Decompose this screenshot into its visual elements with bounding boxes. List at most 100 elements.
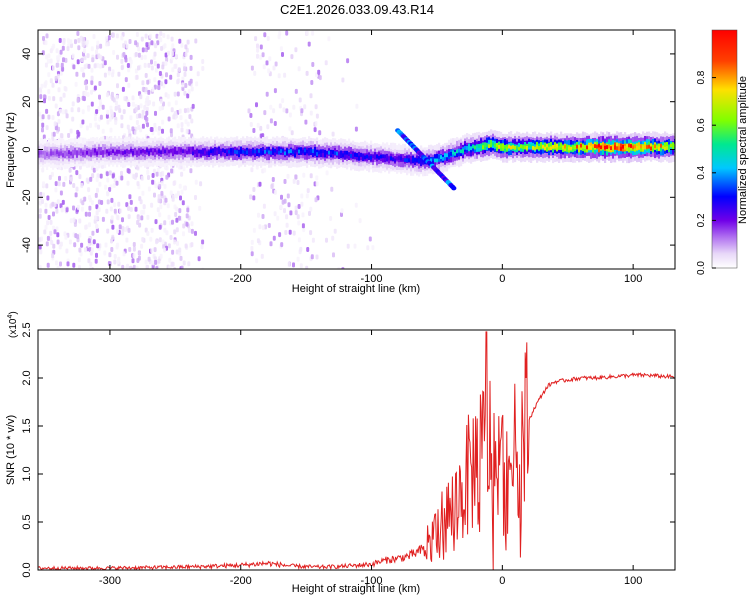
spectrogram-ridge-cell <box>60 151 63 156</box>
spectrogram-speckle <box>297 204 301 209</box>
spectrogram-speckle <box>56 199 60 205</box>
spectrogram-speckle <box>144 259 148 265</box>
spectrogram-speckle <box>135 120 139 125</box>
spectrogram-ridge-cell <box>432 157 435 161</box>
spectrogram-speckle <box>346 243 350 249</box>
spectrogram-speckle <box>105 92 109 98</box>
spectrogram-ridge-cell <box>316 152 319 156</box>
spectrogram-speckle <box>42 181 45 187</box>
spectrogram-speckle <box>296 180 300 185</box>
spectrogram-speckle <box>194 179 198 185</box>
spectrogram-ridge-cell <box>414 158 417 162</box>
spectrogram-speckle <box>49 58 53 64</box>
spectrogram-ridge-cell <box>266 148 269 153</box>
spectrogram-speckle <box>311 30 315 36</box>
spectrogram-speckle <box>132 264 136 269</box>
spectrogram-speckle <box>41 122 45 128</box>
spectrogram-ridge-cell <box>482 145 485 149</box>
spectrogram-ridge-cell <box>650 146 653 151</box>
spectrogram-speckle <box>278 232 282 238</box>
spectrogram-speckle <box>135 74 139 80</box>
spectrogram-ridge-cell <box>298 149 301 154</box>
spectrogram-speckle <box>265 60 269 66</box>
spectrogram-ridge-cell <box>364 155 367 160</box>
spectrogram-speckle <box>123 96 127 102</box>
spectrogram-speckle <box>254 36 258 42</box>
spectrogram-speckle <box>259 44 263 50</box>
spectrogram-speckle <box>297 237 301 243</box>
spectrogram-speckle <box>127 67 131 73</box>
spectrogram-ridge-cell <box>196 149 199 158</box>
spectrogram-ridge-cell <box>374 155 377 159</box>
spectrogram-speckle <box>85 177 89 183</box>
spectrogram-speckle <box>285 222 289 228</box>
spectrogram-speckle <box>181 200 185 206</box>
spectrogram-speckle <box>52 243 56 249</box>
spectrogram-speckle <box>171 43 175 49</box>
spectrogram-ridge-cell <box>484 143 487 148</box>
spectrogram-speckle <box>166 203 170 209</box>
spectrogram-speckle <box>59 49 63 55</box>
spectrogram-speckle <box>182 166 186 172</box>
spectrogram-ridge-cell <box>72 149 75 154</box>
spectrogram-speckle <box>152 101 156 107</box>
spectrogram-speckle <box>304 119 308 125</box>
spectrogram-speckle <box>190 221 194 227</box>
spectrogram-speckle <box>153 77 157 83</box>
spectrogram-speckle <box>58 175 61 181</box>
spectrogram-speckle <box>65 113 69 119</box>
spectrogram-speckle <box>156 63 160 69</box>
spectrogram-ridge-cell <box>474 145 477 150</box>
spectrogram-speckle <box>108 170 112 176</box>
spectrogram-speckle <box>183 71 187 77</box>
spectrogram-speckle <box>95 252 98 258</box>
spectrogram-speckle <box>125 237 129 243</box>
spectrogram-speckle <box>76 97 80 103</box>
spectrogram-speckle <box>63 86 67 91</box>
spectrogram-ridge-cell <box>658 146 661 151</box>
spectrogram-ridge-cell <box>196 148 199 153</box>
spectrogram-speckle <box>39 94 43 100</box>
spectrogram-ridge-cell <box>114 151 117 156</box>
spectrogram-speckle <box>106 109 110 115</box>
spectrogram-ridge-cell <box>224 149 227 153</box>
spectrogram-speckle <box>105 171 109 177</box>
spectrogram-speckle <box>47 95 51 101</box>
spectrogram-ridge-cell <box>384 154 387 159</box>
spectrogram-speckle <box>95 223 99 229</box>
spectrogram-speckle <box>106 199 110 205</box>
spectrogram-speckle <box>158 237 162 243</box>
spectrogram-speckle <box>72 217 76 223</box>
spectrogram-speckle <box>127 168 131 174</box>
spectrogram-speckle <box>263 110 267 116</box>
spectrogram-ridge-cell <box>144 150 147 154</box>
spectrogram-ridge-cell <box>134 150 137 155</box>
spectrogram-speckle <box>129 199 133 205</box>
spectrogram-ridge-cell <box>146 148 149 153</box>
spectrogram-xtick-label: -100 <box>361 273 383 285</box>
spectrogram-speckle <box>201 59 205 64</box>
spectrogram-speckle <box>76 31 80 36</box>
spectrogram-speckle <box>79 123 83 129</box>
spectrogram-speckle <box>46 220 50 226</box>
spectrogram-ridge-cell <box>48 153 51 158</box>
spectrogram-speckle <box>256 47 260 53</box>
spectrogram-ridge-cell <box>224 149 227 158</box>
spectrogram-speckle <box>90 101 94 107</box>
spectrogram-speckle <box>292 178 296 184</box>
spectrogram-speckle <box>81 109 85 115</box>
spectrogram-speckle <box>113 259 117 265</box>
spectrogram-ridge-cell <box>370 155 373 160</box>
spectrogram-speckle <box>145 116 149 122</box>
spectrogram-speckle <box>124 57 128 63</box>
spectrogram-speckle <box>96 187 99 193</box>
spectrogram-speckle <box>164 197 168 203</box>
spectrogram-ridge-cell <box>530 144 533 149</box>
spectrogram-ridge-cell <box>590 145 593 150</box>
spectrogram-speckle <box>67 133 71 138</box>
spectrogram-speckle <box>118 224 122 230</box>
spectrogram-ridge-cell <box>276 150 279 154</box>
spectrogram-speckle <box>259 133 263 139</box>
spectrogram-speckle <box>164 60 168 66</box>
spectrogram-ridge-cell <box>614 145 617 150</box>
